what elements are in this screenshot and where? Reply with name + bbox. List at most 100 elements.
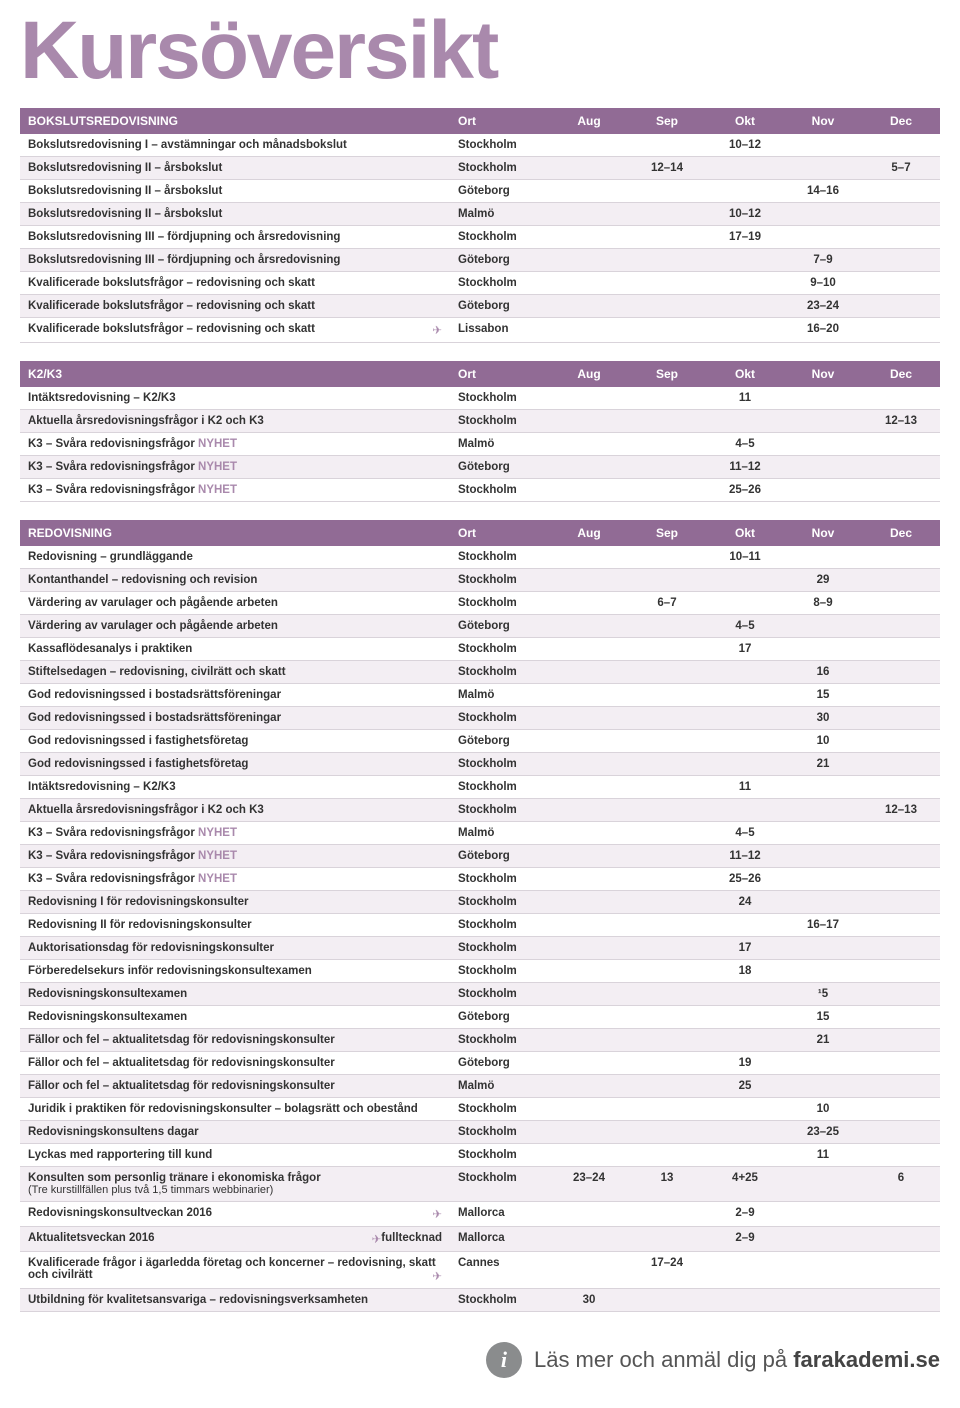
aug-cell [550,433,628,456]
table-row: Redovisning I för redovisningskonsulterS… [20,891,940,914]
sep-cell [628,1052,706,1075]
dec-cell [862,776,940,799]
okt-cell [706,684,784,707]
aug-cell [550,753,628,776]
table-row: Kvalificerade bokslutsfrågor – redovisni… [20,318,940,343]
column-header: Nov [784,520,862,546]
aug-cell [550,546,628,569]
table-row: K3 – Svåra redovisningsfrågor NYHETStock… [20,479,940,502]
okt-cell [706,707,784,730]
table-row: Bokslutsredovisning II – årsbokslutStock… [20,157,940,180]
okt-cell [706,1029,784,1052]
table-row: Fällor och fel – aktualitetsdag för redo… [20,1075,940,1098]
dec-cell [862,1144,940,1167]
course-name-cell: Bokslutsredovisning I – avstämningar och… [20,134,450,157]
dec-cell [862,753,940,776]
okt-cell [706,318,784,343]
dec-cell [862,730,940,753]
table-row: Konsulten som personlig tränare i ekonom… [20,1167,940,1202]
column-header: Dec [862,520,940,546]
ort-cell: Stockholm [450,937,550,960]
column-header: Dec [862,361,940,387]
table-row: Auktorisationsdag för redovisningskonsul… [20,937,940,960]
ort-cell: Mallorca [450,1202,550,1227]
column-header: Okt [706,108,784,134]
course-name-cell: Redovisningskonsultexamen [20,1006,450,1029]
nov-cell [784,134,862,157]
dec-cell [862,433,940,456]
ort-cell: Stockholm [450,157,550,180]
table-row: Aktualitetsveckan 2016fulltecknad✈Mallor… [20,1227,940,1252]
table-row: Redovisning II för redovisningskonsulter… [20,914,940,937]
table-row: Förberedelsekurs inför redovisningskonsu… [20,960,940,983]
table-row: Fällor och fel – aktualitetsdag för redo… [20,1029,940,1052]
table-row: Juridik i praktiken för redovisningskons… [20,1098,940,1121]
table-row: Kvalificerade bokslutsfrågor – redovisni… [20,272,940,295]
aug-cell [550,937,628,960]
sep-cell [628,546,706,569]
course-name-cell: Aktuella årsredovisningsfrågor i K2 och … [20,799,450,822]
nov-cell [784,226,862,249]
okt-cell [706,592,784,615]
dec-cell [862,845,940,868]
table-row: K3 – Svåra redovisningsfrågor NYHETStock… [20,868,940,891]
okt-cell: 2–9 [706,1202,784,1227]
sep-cell [628,638,706,661]
okt-cell [706,1289,784,1312]
aug-cell [550,799,628,822]
okt-cell [706,661,784,684]
dec-cell [862,1121,940,1144]
sep-cell [628,203,706,226]
ort-cell: Lissabon [450,318,550,343]
sep-cell [628,868,706,891]
nov-cell: 9–10 [784,272,862,295]
course-name-cell: Bokslutsredovisning II – årsbokslut [20,203,450,226]
dec-cell [862,868,940,891]
aug-cell [550,1052,628,1075]
course-name-cell: Bokslutsredovisning III – fördjupning oc… [20,249,450,272]
sep-cell [628,799,706,822]
section-header: REDOVISNING [20,520,450,546]
dec-cell [862,707,940,730]
dec-cell [862,592,940,615]
column-header: Ort [450,361,550,387]
okt-cell [706,157,784,180]
ort-cell: Stockholm [450,272,550,295]
dec-cell: 12–13 [862,799,940,822]
dec-cell [862,937,940,960]
course-name-cell: Juridik i praktiken för redovisningskons… [20,1098,450,1121]
okt-cell: 17 [706,937,784,960]
course-name-cell: Kvalificerade frågor i ägarledda företag… [20,1252,450,1289]
sep-cell: 6–7 [628,592,706,615]
column-header: Aug [550,361,628,387]
okt-cell [706,730,784,753]
nov-cell [784,157,862,180]
aug-cell [550,661,628,684]
sep-cell [628,479,706,502]
info-icon: i [486,1342,522,1378]
ort-cell: Stockholm [450,1167,550,1202]
aug-cell [550,1098,628,1121]
course-subnote: (Tre kurstillfällen plus två 1,5 timmars… [28,1184,442,1196]
table-row: K3 – Svåra redovisningsfrågor NYHETGöteb… [20,845,940,868]
nov-cell [784,203,862,226]
dec-cell [862,318,940,343]
aug-cell [550,134,628,157]
sep-cell [628,272,706,295]
ort-cell: Göteborg [450,615,550,638]
sep-cell [628,226,706,249]
nov-cell [784,868,862,891]
nov-cell [784,479,862,502]
aug-cell [550,1029,628,1052]
footer-link[interactable]: farakademi.se [793,1347,940,1372]
nov-cell [784,410,862,433]
okt-cell: 25–26 [706,868,784,891]
column-header: Sep [628,361,706,387]
nov-cell [784,822,862,845]
ort-cell: Malmö [450,203,550,226]
dec-cell [862,615,940,638]
aug-cell [550,180,628,203]
nyhet-badge: NYHET [195,461,237,473]
nov-cell: 16–17 [784,914,862,937]
course-name-cell: Kvalificerade bokslutsfrågor – redovisni… [20,272,450,295]
